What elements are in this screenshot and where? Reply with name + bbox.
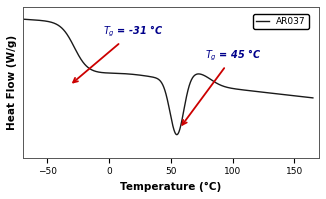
Line: AR037: AR037 [22, 19, 313, 135]
AR037 [311, 97, 315, 99]
AR037 [54, 23, 58, 25]
AR037 [274, 93, 278, 95]
Legend: AR037: AR037 [253, 15, 309, 29]
AR037 [175, 134, 179, 136]
AR037 [305, 96, 309, 99]
AR037 [132, 73, 136, 76]
Y-axis label: Heat Flow (W/g): Heat Flow (W/g) [7, 35, 17, 130]
Text: $T_g$ = -31 °C: $T_g$ = -31 °C [73, 24, 163, 82]
AR037 [21, 18, 24, 20]
AR037 [144, 75, 148, 77]
Text: $T_g$ = 45 °C: $T_g$ = 45 °C [182, 48, 262, 125]
AR037 [71, 43, 75, 46]
X-axis label: Temperature (°C): Temperature (°C) [120, 182, 221, 192]
